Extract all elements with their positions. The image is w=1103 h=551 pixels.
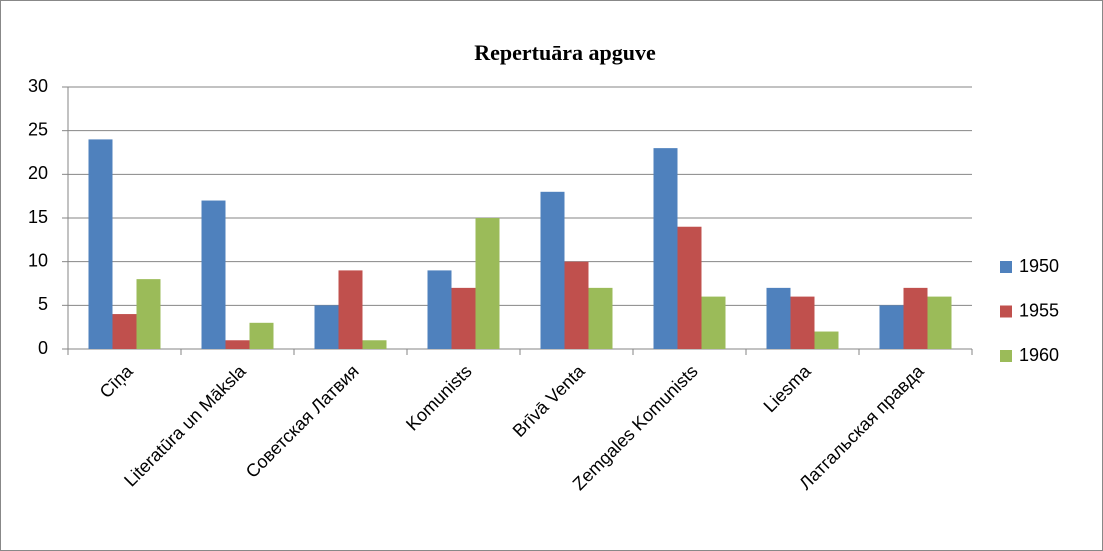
- bar: [475, 218, 500, 349]
- legend-label: 1960: [1019, 345, 1059, 365]
- legend-swatch: [1000, 350, 1012, 362]
- bar: [136, 279, 161, 349]
- bar: [112, 314, 137, 349]
- bar: [588, 287, 613, 349]
- y-tick-label: 5: [38, 294, 48, 314]
- bar: [766, 287, 791, 349]
- bar: [677, 226, 702, 349]
- bar: [903, 287, 928, 349]
- bar: [564, 261, 589, 349]
- y-tick-label: 30: [28, 76, 48, 96]
- y-tick-label: 20: [28, 163, 48, 183]
- y-tick-label: 15: [28, 207, 48, 227]
- bar: [653, 148, 678, 349]
- legend-label: 1950: [1019, 256, 1059, 276]
- bar: [362, 340, 387, 349]
- bar: [790, 296, 815, 349]
- bar: [814, 331, 839, 349]
- bar: [201, 200, 226, 349]
- bar: [427, 270, 452, 349]
- bar: [314, 305, 339, 349]
- chart-title: Repertuāra apguve: [474, 40, 656, 65]
- bar: [249, 322, 274, 349]
- legend-swatch: [1000, 305, 1012, 318]
- bar: [540, 191, 565, 349]
- bar: [225, 340, 250, 349]
- y-tick-label: 10: [28, 250, 48, 270]
- bar: [451, 287, 476, 349]
- y-tick-label: 0: [38, 338, 48, 358]
- bar: [879, 305, 904, 349]
- bar: [701, 296, 726, 349]
- bar: [927, 296, 952, 349]
- y-tick-label: 25: [28, 119, 48, 139]
- legend-label: 1955: [1019, 300, 1059, 320]
- legend-swatch: [1000, 261, 1012, 273]
- bar: [338, 270, 363, 349]
- bar: [88, 139, 113, 349]
